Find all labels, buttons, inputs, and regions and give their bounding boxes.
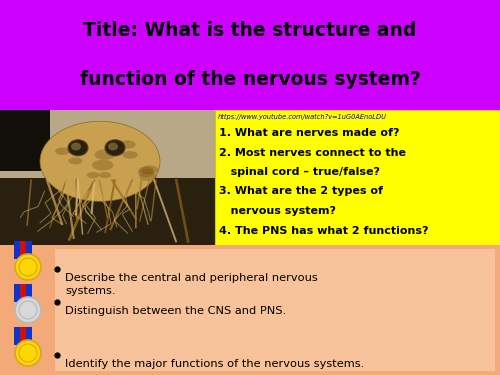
Circle shape bbox=[15, 340, 41, 366]
Text: 2. Most nerves connect to the: 2. Most nerves connect to the bbox=[219, 147, 406, 158]
Text: Title: What is the structure and: Title: What is the structure and bbox=[84, 21, 416, 40]
FancyBboxPatch shape bbox=[14, 327, 20, 345]
FancyBboxPatch shape bbox=[0, 0, 500, 110]
Text: Identify the major functions of the nervous systems.: Identify the major functions of the nerv… bbox=[65, 359, 364, 369]
Ellipse shape bbox=[68, 158, 82, 164]
Circle shape bbox=[15, 297, 41, 323]
FancyBboxPatch shape bbox=[0, 110, 50, 171]
Ellipse shape bbox=[108, 142, 118, 150]
FancyBboxPatch shape bbox=[20, 284, 26, 302]
Text: 3. What are the 2 types of: 3. What are the 2 types of bbox=[219, 186, 383, 196]
FancyBboxPatch shape bbox=[26, 284, 32, 302]
Text: Describe the central and peripheral nervous: Describe the central and peripheral nerv… bbox=[65, 273, 318, 283]
FancyBboxPatch shape bbox=[55, 249, 495, 371]
FancyBboxPatch shape bbox=[20, 241, 26, 259]
Ellipse shape bbox=[92, 160, 114, 171]
Ellipse shape bbox=[68, 140, 88, 156]
FancyBboxPatch shape bbox=[14, 284, 20, 302]
Ellipse shape bbox=[105, 140, 125, 156]
Ellipse shape bbox=[71, 142, 81, 150]
Text: Distinguish between the CNS and PNS.: Distinguish between the CNS and PNS. bbox=[65, 306, 286, 316]
FancyBboxPatch shape bbox=[20, 327, 26, 345]
Ellipse shape bbox=[94, 149, 116, 160]
Ellipse shape bbox=[138, 166, 154, 174]
Ellipse shape bbox=[40, 121, 160, 201]
Ellipse shape bbox=[138, 169, 154, 177]
FancyBboxPatch shape bbox=[14, 241, 20, 259]
FancyBboxPatch shape bbox=[26, 241, 32, 259]
Text: function of the nervous system?: function of the nervous system? bbox=[80, 70, 420, 89]
FancyBboxPatch shape bbox=[0, 110, 215, 177]
FancyBboxPatch shape bbox=[0, 110, 215, 245]
Ellipse shape bbox=[142, 165, 158, 174]
Text: 1. What are nerves made of?: 1. What are nerves made of? bbox=[219, 128, 400, 138]
Ellipse shape bbox=[99, 172, 112, 178]
Text: nervous system?: nervous system? bbox=[219, 206, 336, 216]
FancyBboxPatch shape bbox=[0, 245, 500, 375]
Text: 4. The PNS has what 2 functions?: 4. The PNS has what 2 functions? bbox=[219, 225, 428, 236]
FancyBboxPatch shape bbox=[215, 110, 500, 245]
Ellipse shape bbox=[119, 140, 136, 148]
Text: https://www.youtube.com/watch?v=1uG0AEnoLDU: https://www.youtube.com/watch?v=1uG0AEno… bbox=[218, 114, 387, 120]
Ellipse shape bbox=[55, 147, 70, 155]
Circle shape bbox=[15, 254, 41, 280]
Text: spinal cord – true/false?: spinal cord – true/false? bbox=[219, 167, 380, 177]
Ellipse shape bbox=[122, 151, 138, 159]
Ellipse shape bbox=[140, 172, 157, 181]
Text: systems.: systems. bbox=[65, 286, 116, 296]
FancyBboxPatch shape bbox=[26, 327, 32, 345]
Ellipse shape bbox=[87, 172, 100, 178]
